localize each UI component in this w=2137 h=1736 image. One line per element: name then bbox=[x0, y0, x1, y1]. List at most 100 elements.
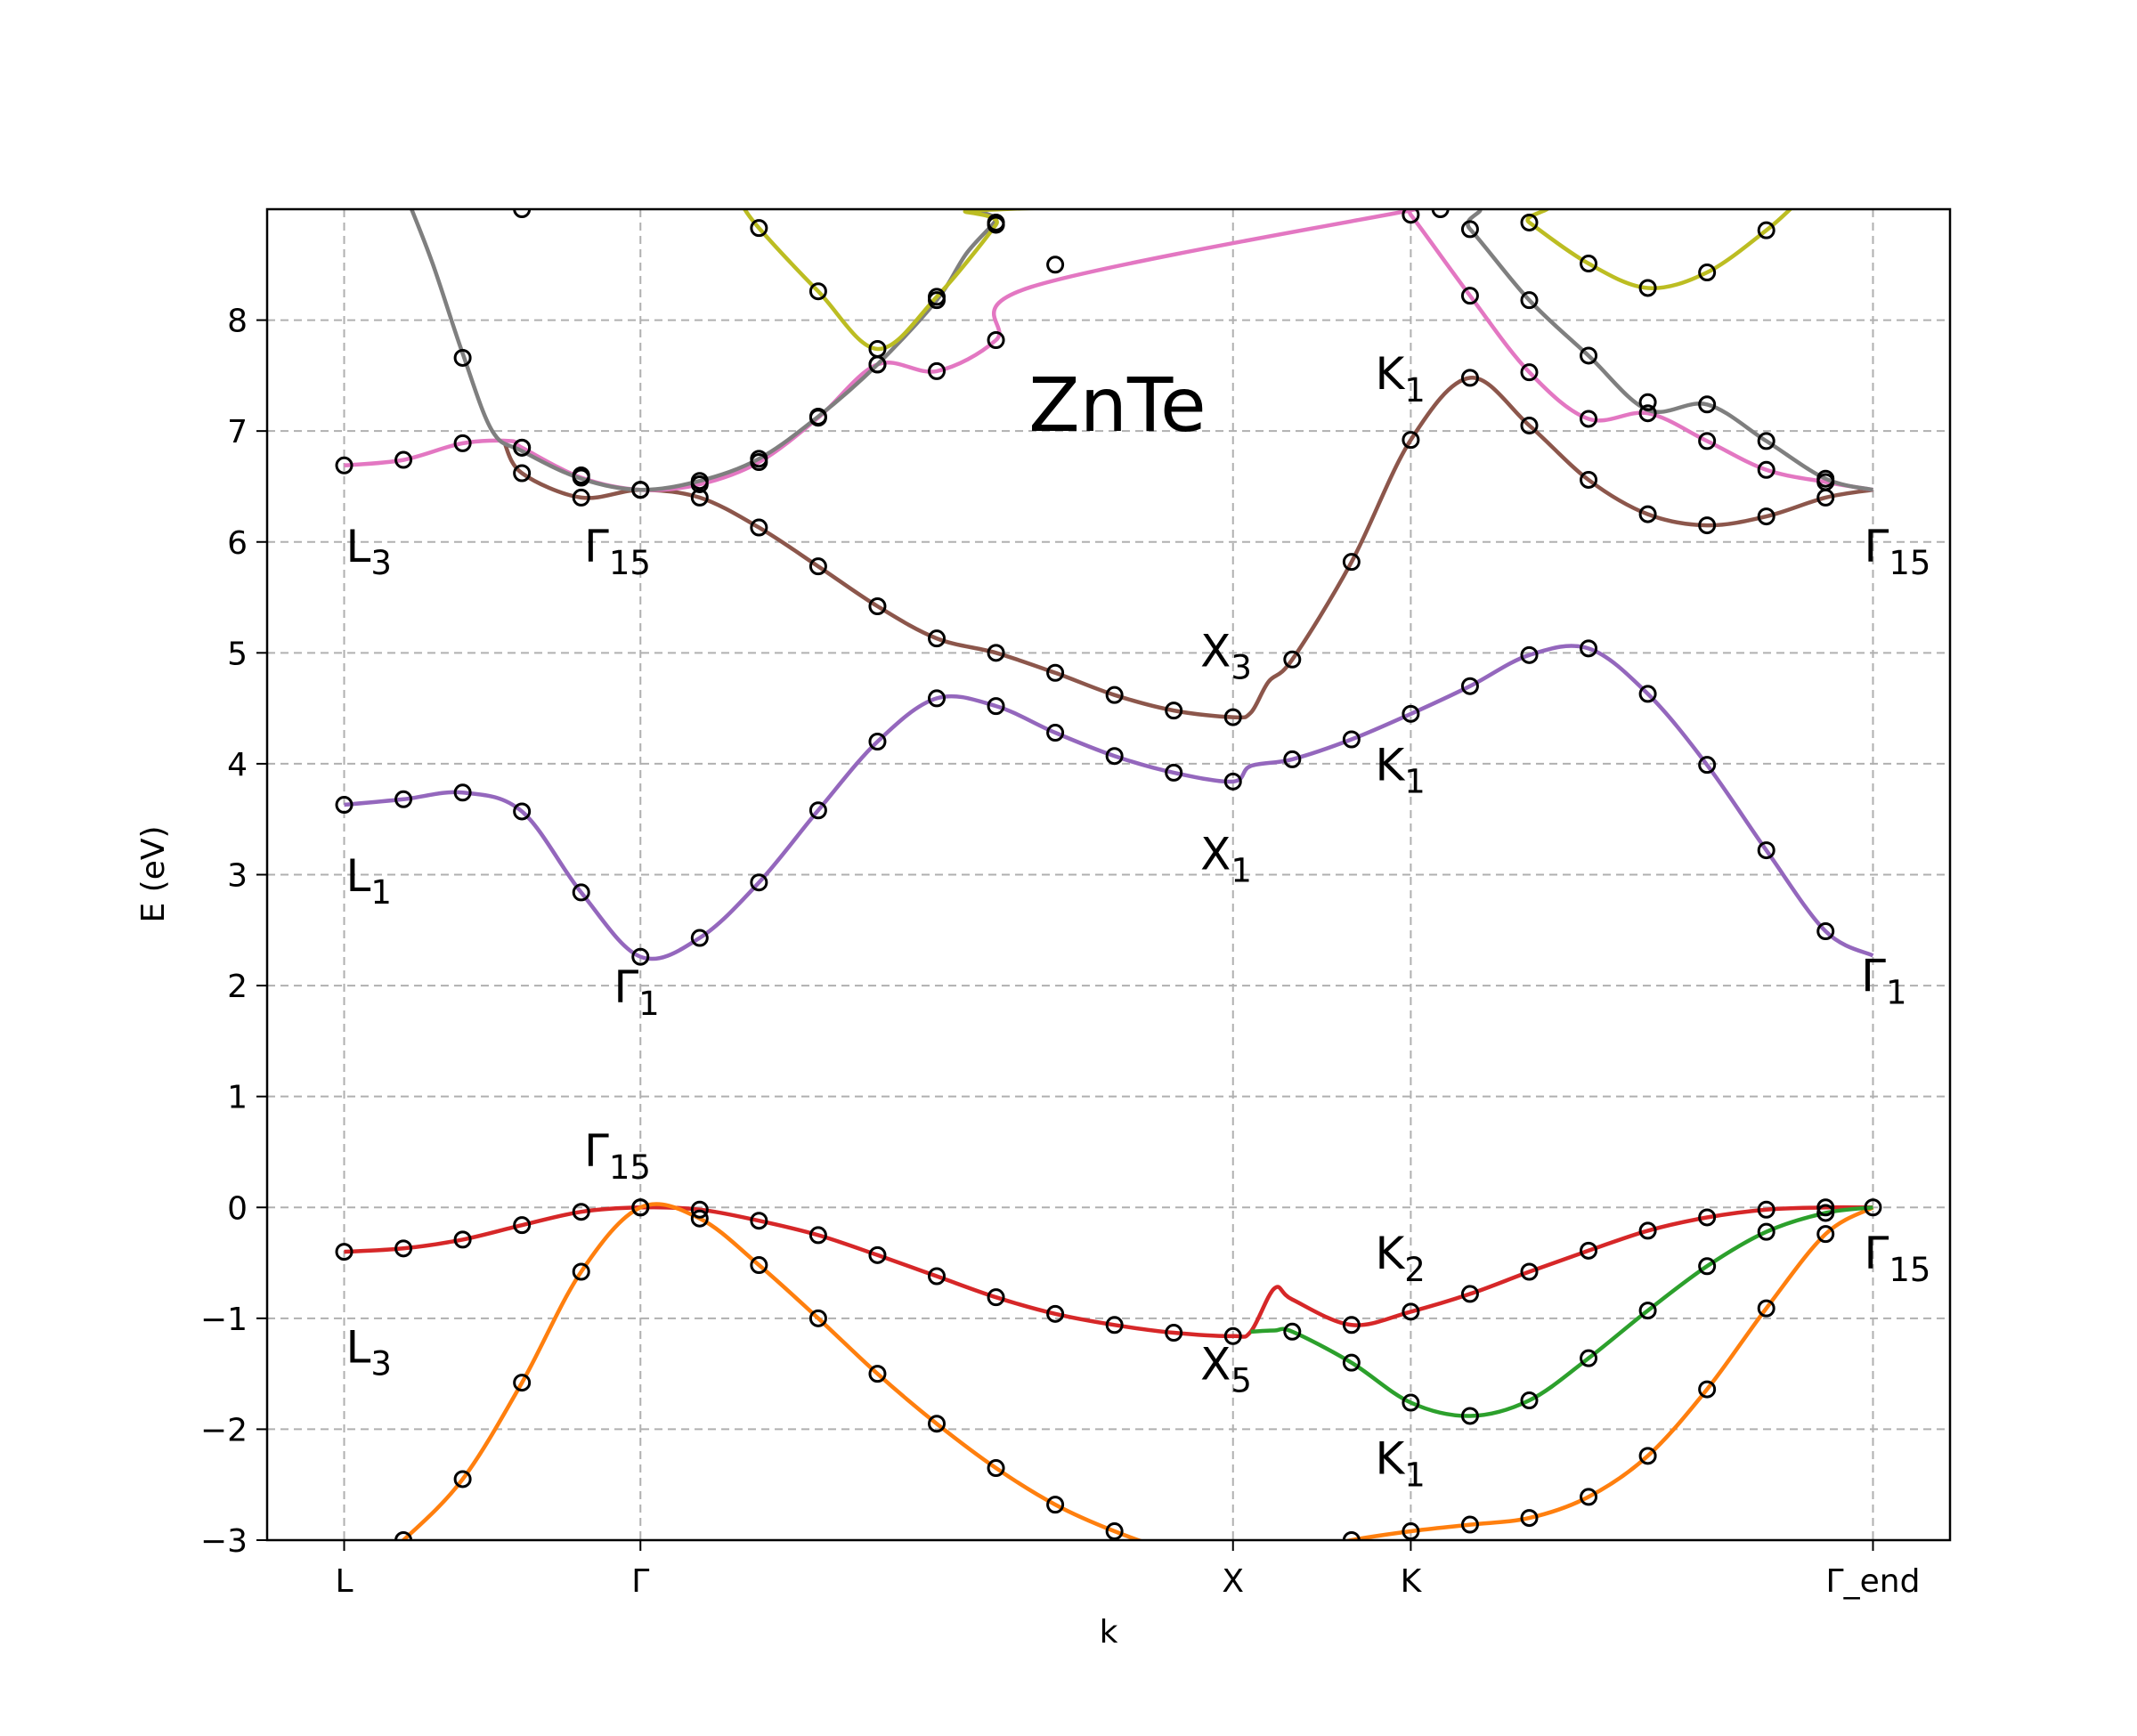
marker-group bbox=[335, 209, 1882, 1540]
band-line-3 bbox=[1250, 1205, 1873, 1418]
band-point bbox=[513, 802, 532, 821]
band-point bbox=[690, 472, 709, 491]
band-point bbox=[572, 466, 590, 484]
band-point bbox=[868, 597, 887, 616]
band-point bbox=[1698, 756, 1717, 775]
band-point bbox=[513, 464, 532, 483]
band-point bbox=[750, 518, 768, 537]
symmetry-label: Γ1 bbox=[613, 961, 659, 1023]
band-point bbox=[1402, 209, 1420, 224]
x-tick-label: L bbox=[335, 1563, 353, 1600]
x-tick-label: X bbox=[1222, 1563, 1244, 1600]
band-point bbox=[1520, 1391, 1539, 1410]
band-point bbox=[1402, 704, 1420, 723]
band-point bbox=[1460, 287, 1479, 305]
band-point bbox=[868, 339, 887, 358]
band-point bbox=[1342, 1353, 1361, 1372]
band-point bbox=[1816, 1198, 1835, 1217]
band-point bbox=[1460, 369, 1479, 387]
y-tick-label: 8 bbox=[227, 304, 248, 340]
band-point bbox=[1223, 1326, 1242, 1345]
band-point bbox=[1283, 750, 1302, 768]
band-point bbox=[1580, 255, 1598, 273]
band-point bbox=[1431, 209, 1450, 218]
symmetry-label: L1 bbox=[346, 850, 392, 912]
y-axis-label: E (eV) bbox=[135, 825, 172, 922]
band-point bbox=[394, 1531, 413, 1540]
band-point bbox=[1757, 221, 1775, 239]
band-point bbox=[1816, 922, 1835, 941]
band-point bbox=[1342, 1531, 1361, 1540]
y-tick-label: −1 bbox=[200, 1302, 248, 1338]
y-tick-label: 2 bbox=[227, 969, 248, 1005]
band-point bbox=[1046, 256, 1065, 274]
band-point bbox=[1638, 1221, 1657, 1240]
band-point bbox=[1046, 724, 1065, 742]
band-point bbox=[631, 481, 650, 499]
band-point bbox=[928, 1415, 947, 1433]
x-tick-label: Γ bbox=[631, 1563, 649, 1600]
band-point bbox=[928, 361, 947, 380]
band-point bbox=[1402, 1393, 1420, 1412]
band-point bbox=[690, 1200, 709, 1219]
band-point bbox=[987, 697, 1005, 716]
band-point bbox=[572, 1262, 590, 1281]
band-point bbox=[1283, 650, 1302, 669]
band-point bbox=[1046, 1496, 1065, 1514]
band-point bbox=[750, 1212, 768, 1230]
band-point bbox=[1223, 772, 1242, 791]
band-point bbox=[690, 1209, 709, 1228]
band-point bbox=[1638, 1447, 1657, 1465]
band-point bbox=[1580, 1241, 1598, 1260]
band-line-4 bbox=[344, 644, 1874, 961]
band-point bbox=[868, 1245, 887, 1264]
band-point bbox=[1816, 469, 1835, 488]
band-point bbox=[690, 929, 709, 947]
band-point bbox=[1698, 395, 1717, 414]
band-point bbox=[1757, 460, 1775, 479]
band-point bbox=[1402, 1302, 1420, 1321]
band-point bbox=[1816, 1204, 1835, 1222]
band-point bbox=[513, 209, 532, 218]
symmetry-label: K1 bbox=[1375, 348, 1425, 410]
band-point bbox=[928, 629, 947, 648]
band-point bbox=[808, 1226, 827, 1245]
band-point bbox=[631, 947, 650, 966]
band-point bbox=[1342, 553, 1361, 572]
band-point bbox=[513, 438, 532, 457]
symmetry-label: L3 bbox=[346, 521, 392, 582]
band-line-8 bbox=[742, 209, 1793, 352]
band-point bbox=[453, 1230, 472, 1249]
band-point bbox=[513, 1374, 532, 1392]
band-point bbox=[1520, 1262, 1539, 1281]
band-point bbox=[1638, 1302, 1657, 1320]
band-point bbox=[868, 1365, 887, 1383]
band-point bbox=[1105, 685, 1124, 704]
symmetry-label: K1 bbox=[1375, 740, 1425, 801]
band-point bbox=[1402, 431, 1420, 450]
band-point bbox=[1460, 1515, 1479, 1534]
band-point bbox=[1757, 1299, 1775, 1318]
band-point bbox=[1757, 841, 1775, 860]
band-point bbox=[987, 331, 1005, 350]
band-point bbox=[453, 783, 472, 802]
band-line-7 bbox=[409, 209, 1874, 492]
band-point bbox=[1757, 1222, 1775, 1241]
band-point bbox=[1580, 1488, 1598, 1506]
band-point bbox=[1580, 410, 1598, 428]
band-point bbox=[1105, 747, 1124, 766]
band-point bbox=[1342, 1316, 1361, 1334]
band-point bbox=[394, 790, 413, 808]
band-point bbox=[1698, 1208, 1717, 1227]
band-point bbox=[808, 1309, 827, 1327]
band-point bbox=[690, 488, 709, 507]
band-point bbox=[750, 450, 768, 468]
symmetry-label: L3 bbox=[346, 1322, 392, 1383]
band-point bbox=[335, 456, 353, 475]
y-tick-label: 4 bbox=[227, 747, 248, 783]
band-point bbox=[1223, 708, 1242, 726]
band-point bbox=[1520, 645, 1539, 664]
x-axis-label: k bbox=[1100, 1614, 1118, 1651]
